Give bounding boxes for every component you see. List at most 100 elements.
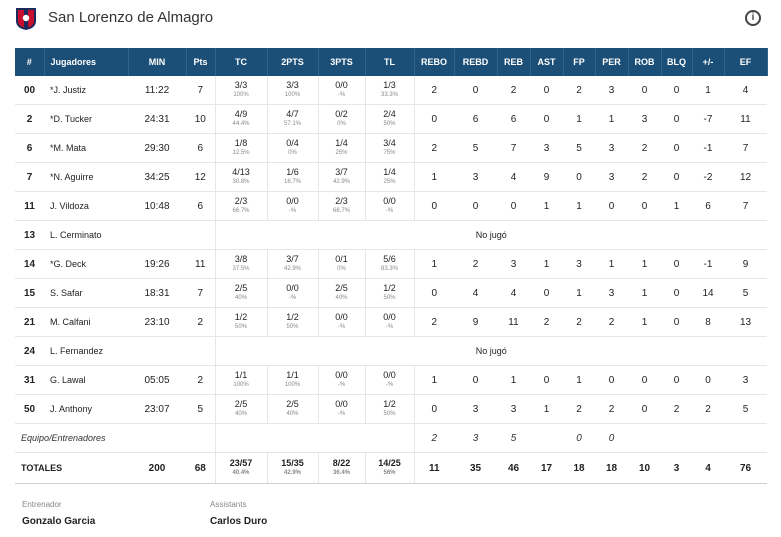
player-row[interactable]: 6 *M. Mata 29:30 6 1/8 12.5% 0/4 0% 1/4 25% 3/4 75%… [15,133,767,163]
stat-per: 3 [595,162,628,192]
stat-fp: 2 [563,76,595,105]
player-row[interactable]: 13 L. Cerminato No jugó [15,220,767,250]
field-goals-pct: 100% [233,382,249,388]
col-header-3pts[interactable]: 3PTS [318,48,366,76]
player-row[interactable]: 00 *J. Justiz 11:22 7 3/3 100% 3/3 100% 0/0 -% 1/3… [15,76,767,105]
player-name[interactable]: *G. Deck [44,249,128,279]
total-fp: 18 [563,452,595,484]
player-name[interactable]: J. Vildoza [44,191,128,221]
stat-pm: 6 [692,191,724,221]
info-icon[interactable]: i [745,10,761,26]
two-pointers-pct: 40% [286,411,299,417]
total-rebd: 35 [454,452,497,484]
field-goals: 4/13 30.8% [214,162,267,192]
stat-fp: 2 [563,394,595,424]
stat-pm: -2 [692,162,724,192]
player-name[interactable]: *D. Tucker [44,104,128,134]
player-name[interactable]: *N. Aguirre [44,162,128,192]
team-title: San Lorenzo de Almagro [48,9,214,26]
player-row[interactable]: 14 *G. Deck 19:26 11 3/8 37.5% 3/7 42.9% 0/1 0% 5/… [15,249,767,279]
col-header-min[interactable]: MIN [128,48,187,76]
player-row[interactable]: 11 J. Vildoza 10:48 6 2/3 66.7% 0/0 -% 2/3 66.7% 0… [15,191,767,221]
two-pointers: 3/7 42.9% [266,249,318,279]
points: 11 [186,249,215,279]
empty-cell [128,220,186,250]
stat-rebd: 2 [454,249,497,279]
player-name[interactable]: *M. Mata [44,133,128,163]
three-pointers-made: 0/0 [335,370,348,380]
team-crest-icon [16,8,36,30]
two-pointers-pct: 42.9% [283,266,301,272]
empty-cell [318,423,365,453]
coach-label: Entrenador [22,500,62,509]
two-pointers: 0/0 -% [266,191,318,221]
col-header-reb[interactable]: REB [497,48,531,76]
stat-rebo: 2 [413,133,454,163]
three-pointers-pct: -% [337,382,346,388]
stat-rob: 2 [628,162,661,192]
player-name[interactable]: S. Safar [44,278,128,308]
field-goals-made: 1/8 [234,138,248,148]
col-header-pts[interactable]: Pts [186,48,216,76]
stat-rob: 0 [628,76,661,105]
col-header-plus-minus[interactable]: +/- [692,48,725,76]
total-ef: 76 [724,452,767,484]
col-header-ef[interactable]: EF [724,48,768,76]
col-header-rebd[interactable]: REBD [454,48,498,76]
free-throws-made: 1/4 [383,167,396,177]
player-name[interactable]: *J. Justiz [44,76,128,105]
player-name[interactable]: G. Lawal [44,365,128,395]
field-goals: 3/8 37.5% [214,249,267,279]
col-header-blq[interactable]: BLQ [661,48,693,76]
field-goals-pct: 50% [234,324,247,330]
player-row[interactable]: 31 G. Lawal 05:05 2 1/1 100% 1/1 100% 0/0 -% 0/0 -%… [15,365,767,395]
total-free-throws: 14/25 56% [364,452,414,484]
total-two-pointers-made: 15/35 [281,458,304,468]
team-stat-ast [530,423,563,453]
two-pointers: 0/0 -% [266,278,318,308]
player-name[interactable]: M. Calfani [44,307,128,337]
three-pointers-made: 0/0 [335,399,348,409]
player-row[interactable]: 24 L. Fernandez No jugó [15,336,767,366]
player-name[interactable]: J. Anthony [44,394,128,424]
free-throws-pct: 33.3% [380,92,398,98]
stat-per: 3 [595,133,628,163]
col-header-rebo[interactable]: REBO [414,48,455,76]
two-pointers: 3/3 100% [266,76,318,105]
stat-per: 3 [595,278,628,308]
player-row[interactable]: 21 M. Calfani 23:10 2 1/2 50% 1/2 50% 0/0 -% 0/0 -%… [15,307,767,337]
player-row[interactable]: 15 S. Safar 18:31 7 2/5 40% 0/0 -% 2/5 40% 1/2 50% 0… [15,278,767,308]
col-header-ast[interactable]: AST [530,48,564,76]
header-row: # Jugadores MIN Pts TC 2PTS 3PTS TL REBO REBD REB A… [15,48,768,76]
player-name[interactable]: L. Fernandez [44,336,128,366]
stat-ast: 1 [530,394,563,424]
minutes: 24:31 [128,104,186,134]
player-name[interactable]: L. Cerminato [44,220,128,250]
player-row[interactable]: 50 J. Anthony 23:07 5 2/5 40% 2/5 40% 0/0 -% 1/2 50… [15,394,767,424]
total-rob: 10 [628,452,661,484]
player-row[interactable]: 2 *D. Tucker 24:31 10 4/9 44.4% 4/7 57.1% 0/2 0% 2… [15,104,767,134]
two-pointers: 1/1 100% [266,365,318,395]
col-header-tc[interactable]: TC [215,48,268,76]
stat-pm: -1 [692,133,724,163]
col-header-per[interactable]: PER [595,48,629,76]
col-header-player[interactable]: Jugadores [44,48,129,76]
col-header-num[interactable]: # [15,48,45,76]
three-pointers-pct: 25% [335,150,348,156]
stat-reb: 2 [497,76,530,105]
player-row[interactable]: 7 *N. Aguirre 34:25 12 4/13 30.8% 1/6 16.7% 3/7 4… [15,162,767,192]
three-pointers-made: 1/4 [335,138,348,148]
free-throws-pct: -% [385,382,394,388]
total-minutes: 200 [128,452,186,484]
three-pointers: 0/0 -% [317,394,365,424]
stat-ef: 12 [724,162,767,192]
col-header-tl[interactable]: TL [365,48,415,76]
total-points: 68 [186,452,215,484]
two-pointers-made: 0/0 [286,196,299,206]
col-header-rob[interactable]: ROB [628,48,662,76]
free-throws-pct: 25% [383,179,396,185]
empty-cell [186,336,215,366]
three-pointers-pct: 66.7% [332,208,350,214]
col-header-2pts[interactable]: 2PTS [267,48,319,76]
col-header-fp[interactable]: FP [563,48,596,76]
